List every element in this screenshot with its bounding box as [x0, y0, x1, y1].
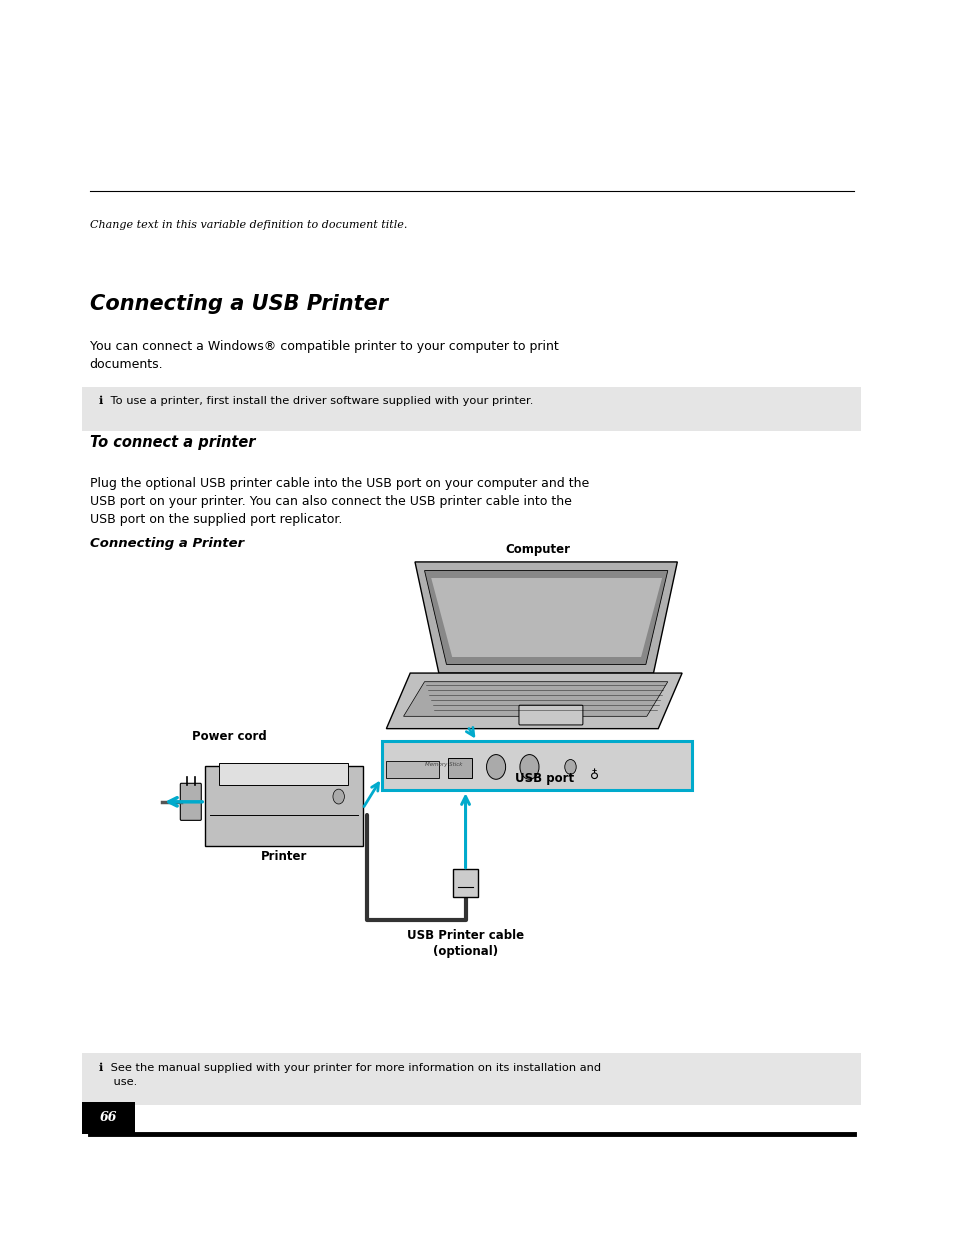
FancyBboxPatch shape — [180, 783, 201, 820]
Polygon shape — [403, 682, 667, 716]
Text: Connecting a Printer: Connecting a Printer — [90, 537, 244, 551]
Circle shape — [333, 789, 344, 804]
Text: ℹ  To use a printer, first install the driver software supplied with your printe: ℹ To use a printer, first install the dr… — [99, 395, 533, 405]
FancyBboxPatch shape — [453, 869, 477, 897]
Text: Computer: Computer — [505, 542, 570, 556]
Circle shape — [564, 760, 576, 774]
Text: USB port: USB port — [515, 772, 574, 784]
Polygon shape — [431, 578, 661, 657]
FancyBboxPatch shape — [386, 761, 438, 778]
Text: You can connect a Windows® compatible printer to your computer to print
document: You can connect a Windows® compatible pr… — [90, 340, 558, 370]
Text: USB Printer cable
(optional): USB Printer cable (optional) — [407, 929, 523, 957]
Circle shape — [486, 755, 505, 779]
Polygon shape — [205, 766, 362, 846]
Text: Power cord: Power cord — [192, 730, 266, 743]
FancyBboxPatch shape — [82, 1102, 134, 1134]
Text: Change text in this variable definition to document title.: Change text in this variable definition … — [90, 220, 407, 230]
Text: Connecting a USB Printer: Connecting a USB Printer — [90, 294, 387, 314]
Text: ℹ  See the manual supplied with your printer for more information on its install: ℹ See the manual supplied with your prin… — [99, 1062, 600, 1087]
FancyBboxPatch shape — [381, 741, 691, 790]
Text: Printer: Printer — [261, 850, 307, 863]
Polygon shape — [386, 673, 681, 729]
Text: To connect a printer: To connect a printer — [90, 435, 254, 450]
FancyBboxPatch shape — [219, 763, 348, 785]
Polygon shape — [415, 562, 677, 673]
Text: 66: 66 — [99, 1112, 117, 1124]
FancyBboxPatch shape — [448, 758, 472, 778]
Circle shape — [519, 755, 538, 779]
Text: Memory Stick: Memory Stick — [424, 762, 462, 767]
FancyBboxPatch shape — [82, 1053, 861, 1105]
Polygon shape — [424, 571, 667, 664]
Text: ♁: ♁ — [589, 769, 598, 782]
FancyBboxPatch shape — [82, 387, 861, 431]
FancyBboxPatch shape — [518, 705, 582, 725]
Text: Plug the optional USB printer cable into the USB port on your computer and the
U: Plug the optional USB printer cable into… — [90, 477, 588, 526]
